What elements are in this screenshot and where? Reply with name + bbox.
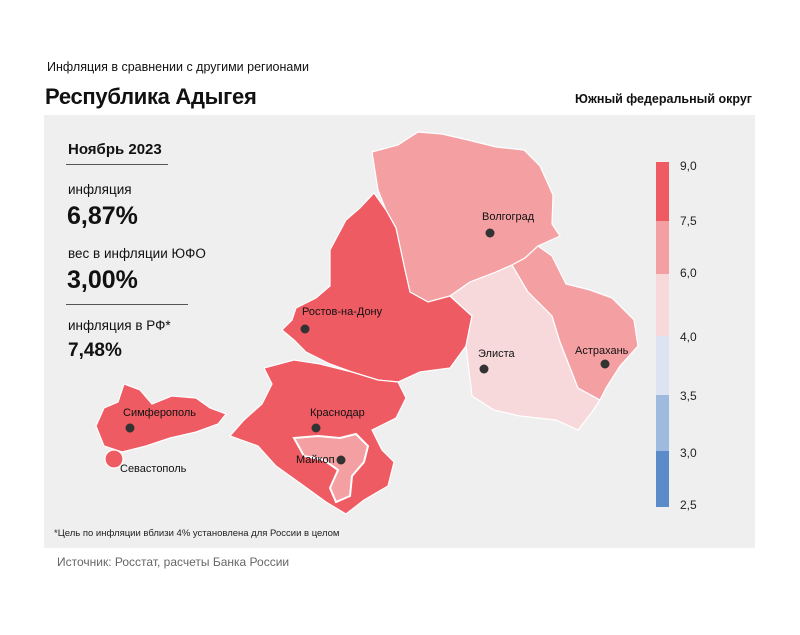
weight-value: 3,00%	[67, 266, 138, 294]
legend-tick: 6,0	[680, 266, 697, 280]
city-astrakhan: Астрахань	[575, 345, 629, 369]
region-sevastopol	[104, 449, 124, 469]
legend-tick: 9,0	[680, 159, 697, 173]
district-label: Южный федеральный округ	[574, 92, 752, 106]
chart-subtitle: Инфляция в сравнении с другими регионами	[47, 60, 309, 74]
city-krasnodar: Краснодар	[310, 407, 365, 433]
city-marker-icon	[300, 324, 310, 334]
legend-tick: 3,0	[680, 446, 697, 460]
city-label: Волгоград	[482, 211, 535, 223]
city-rostov: Ростов-на-Дону	[300, 306, 383, 334]
legend-band-6-0-7-5	[656, 221, 669, 274]
city-label: Майкоп	[296, 454, 335, 466]
city-marker-icon	[479, 364, 489, 374]
city-marker-icon	[311, 423, 321, 433]
city-marker-icon	[125, 423, 135, 433]
legend-band-7-5-9-0	[656, 162, 669, 221]
divider	[66, 304, 188, 305]
region-crimea	[95, 383, 227, 453]
legend-tick: 7,5	[680, 214, 697, 228]
city-elista: Элиста	[478, 348, 516, 374]
legend-band-3-0-3-5	[656, 395, 669, 451]
source-note: Источник: Росстат, расчеты Банка России	[57, 555, 290, 569]
city-marker-icon	[336, 455, 346, 465]
page-title: Республика Адыгея	[45, 84, 257, 109]
legend-tick: 4,0	[680, 330, 697, 344]
legend-tick: 2,5	[680, 498, 697, 512]
rf-inflation-value: 7,48%	[68, 340, 122, 361]
rf-inflation-label: инфляция в РФ*	[68, 318, 171, 333]
city-volgograd: Волгоград	[482, 211, 535, 238]
city-label-sevastopol: Севастополь	[120, 463, 187, 475]
city-label: Ростов-на-Дону	[302, 306, 383, 318]
legend-tick: 3,5	[680, 389, 697, 403]
city-label: Симферополь	[123, 407, 196, 419]
city-maykop: Майкоп	[296, 454, 346, 466]
city-label: Астрахань	[575, 345, 629, 357]
footnote: *Цель по инфляции вблизи 4% установлена …	[54, 528, 340, 539]
period-label: Ноябрь 2023	[68, 141, 162, 158]
region-adygea	[292, 432, 370, 504]
legend-band-3-5-4-0	[656, 336, 669, 395]
region-kalmykia	[449, 264, 601, 431]
legend-band-4-0-6-0	[656, 274, 669, 336]
divider	[66, 164, 168, 165]
city-marker-icon	[485, 228, 495, 238]
legend-band-2-5-3-0	[656, 451, 669, 507]
inflation-label: инфляция	[68, 182, 132, 197]
city-label: Элиста	[478, 348, 516, 360]
color-legend: 9,0 7,5 6,0 4,0 3,5 3,0 2,5	[656, 159, 697, 512]
city-marker-icon	[600, 359, 610, 369]
city-label: Краснодар	[310, 407, 365, 419]
weight-label: вес в инфляции ЮФО	[68, 246, 206, 261]
inflation-value: 6,87%	[67, 202, 138, 230]
city-simferopol: Симферополь	[123, 407, 196, 433]
